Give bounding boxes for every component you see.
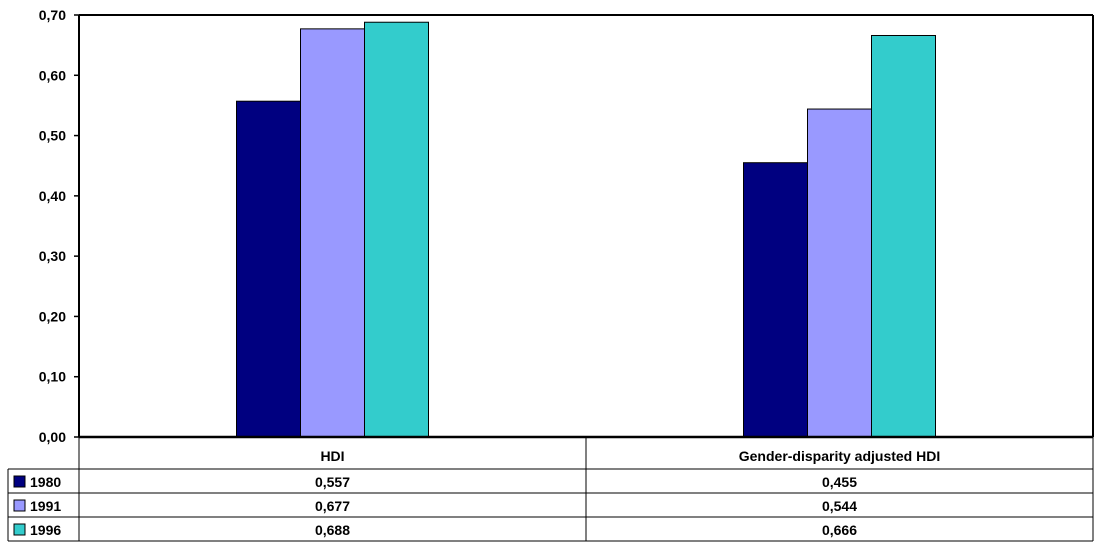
data-label: 0,557: [315, 474, 350, 490]
y-tick-label: 0,30: [39, 248, 66, 264]
y-tick-label: 0,00: [39, 429, 66, 445]
bar-1991-1: [807, 108, 872, 438]
bar-1991-0: [300, 28, 365, 438]
y-tick-label: 0,20: [39, 308, 66, 324]
legend-label-1980: 1980: [30, 474, 61, 490]
y-tick-label: 0,40: [39, 188, 66, 204]
legend-swatch-1996: [13, 523, 26, 536]
bar-1996-1: [871, 34, 936, 438]
y-tick-label: 0,50: [39, 128, 66, 144]
bar-1980-0: [236, 100, 301, 438]
data-label: 0,677: [315, 498, 350, 514]
y-tick-label: 0,60: [39, 67, 66, 83]
data-label: 0,455: [822, 474, 857, 490]
bar-1980-1: [743, 162, 808, 438]
data-label: 0,666: [822, 522, 857, 538]
category-label: Gender-disparity adjusted HDI: [739, 448, 940, 464]
legend-swatch-1991: [13, 499, 26, 512]
category-label: HDI: [320, 448, 344, 464]
data-label: 0,688: [315, 522, 350, 538]
bar-1996-0: [364, 21, 429, 438]
data-label: 0,544: [822, 498, 857, 514]
y-tick-label: 0,70: [39, 7, 66, 23]
legend-label-1996: 1996: [30, 522, 61, 538]
legend-label-1991: 1991: [30, 498, 61, 514]
y-tick-label: 0,10: [39, 369, 66, 385]
legend-swatch-1980: [13, 475, 26, 488]
